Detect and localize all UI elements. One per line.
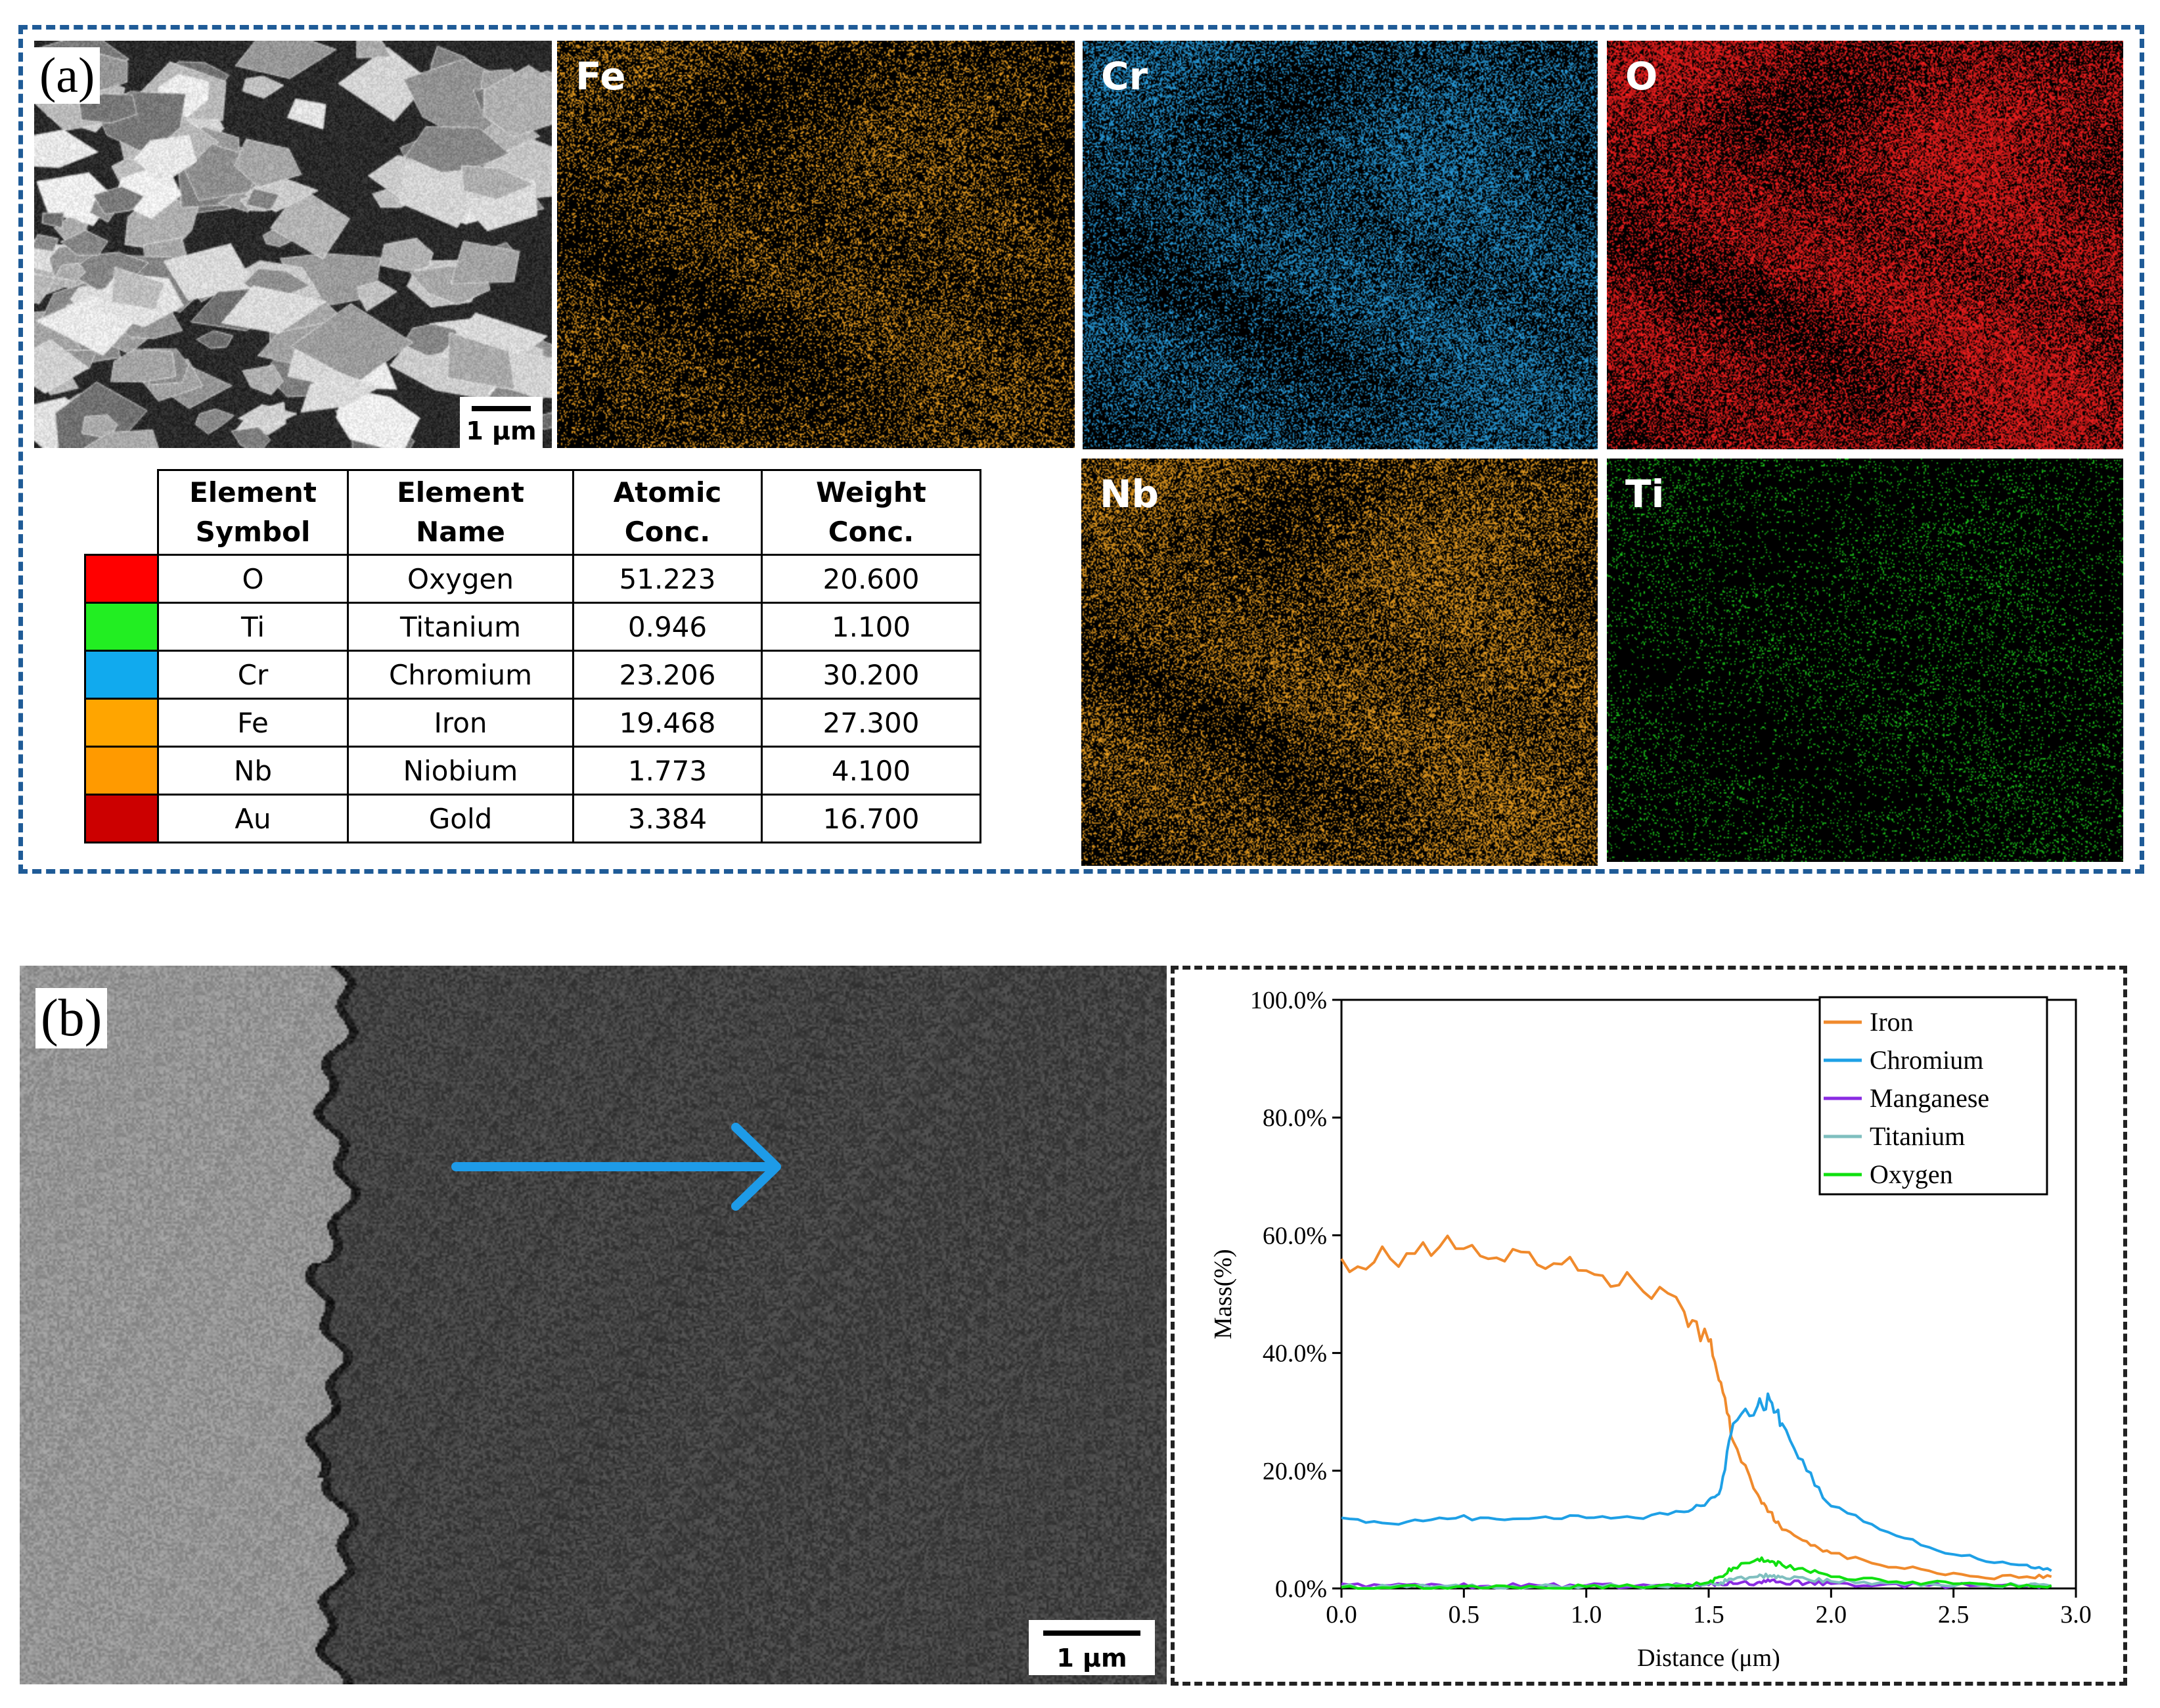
scale-bar-a: 1 μm bbox=[460, 397, 543, 448]
element-map-ti-label: Ti bbox=[1625, 472, 1665, 516]
cell-name: Niobium bbox=[347, 746, 574, 796]
cell-weight: 1.100 bbox=[761, 602, 981, 652]
legend-label: Chromium bbox=[1870, 1045, 1983, 1075]
x-tick-label: 0.5 bbox=[1449, 1601, 1480, 1629]
cell-name: Gold bbox=[347, 794, 574, 843]
element-map-cr: Cr bbox=[1083, 41, 1598, 449]
table-header-row: Element Symbol Element Name Atomic Conc.… bbox=[85, 469, 981, 556]
element-map-fe: Fe bbox=[557, 41, 1075, 448]
panel-letter-a: (a) bbox=[34, 47, 101, 104]
cell-name: Chromium bbox=[347, 650, 574, 700]
x-tick-label: 1.0 bbox=[1571, 1601, 1602, 1629]
series-line-iron bbox=[1340, 1234, 2052, 1581]
line-scan-arrow bbox=[451, 1123, 781, 1211]
x-tick-label: 1.5 bbox=[1693, 1601, 1724, 1629]
series-line-oxygen bbox=[1341, 1556, 2052, 1590]
legend-label: Manganese bbox=[1870, 1083, 1989, 1113]
series-line-chromium bbox=[1341, 1392, 2052, 1572]
swatch-cell bbox=[84, 602, 159, 652]
cell-weight: 30.200 bbox=[761, 650, 981, 700]
table-row: Fe Iron 19.468 27.300 bbox=[84, 698, 981, 748]
cell-symbol: Nb bbox=[157, 746, 349, 796]
legend-label: Iron bbox=[1870, 1007, 1914, 1037]
y-tick-label: 60.0% bbox=[1263, 1222, 1327, 1249]
cell-atomic: 0.946 bbox=[572, 602, 763, 652]
cell-weight: 27.300 bbox=[761, 698, 981, 748]
element-map-nb-label: Nb bbox=[1100, 472, 1159, 516]
sem-micrograph-b: (b) 1 μm bbox=[20, 966, 1167, 1684]
cell-weight: 4.100 bbox=[761, 746, 981, 796]
cell-atomic: 51.223 bbox=[572, 554, 763, 604]
swatch-cell bbox=[84, 794, 159, 843]
cell-atomic: 19.468 bbox=[572, 698, 763, 748]
cell-name: Titanium bbox=[347, 602, 574, 652]
swatch-cell bbox=[84, 554, 159, 604]
cell-name: Iron bbox=[347, 698, 574, 748]
sem-micrograph-a: (a) 1 μm bbox=[34, 41, 552, 448]
cell-symbol: Cr bbox=[157, 650, 349, 700]
table-row: O Oxygen 51.223 20.600 bbox=[84, 554, 981, 604]
swatch-cell bbox=[84, 698, 159, 748]
element-map-cr-label: Cr bbox=[1101, 54, 1148, 99]
x-axis-label: Distance (μm) bbox=[1637, 1644, 1780, 1672]
cell-symbol: O bbox=[157, 554, 349, 604]
cell-atomic: 23.206 bbox=[572, 650, 763, 700]
element-map-nb: Nb bbox=[1081, 459, 1598, 866]
scale-bar-a-label: 1 μm bbox=[466, 416, 537, 445]
y-axis-label: Mass(%) bbox=[1209, 1249, 1237, 1339]
cell-symbol: Au bbox=[157, 794, 349, 843]
swatch-cell bbox=[84, 650, 159, 700]
element-map-ti: Ti bbox=[1607, 459, 2123, 862]
legend-label: Oxygen bbox=[1870, 1159, 1953, 1189]
element-map-o: O bbox=[1607, 41, 2123, 449]
cell-weight: 20.600 bbox=[761, 554, 981, 604]
table-row: Nb Niobium 1.773 4.100 bbox=[84, 746, 981, 796]
header-weight-conc: Weight Conc. bbox=[761, 469, 981, 556]
panel-letter-b: (b) bbox=[35, 988, 108, 1048]
cell-weight: 16.700 bbox=[761, 794, 981, 843]
panel-b-chart-frame bbox=[1171, 966, 2127, 1686]
cell-atomic: 1.773 bbox=[572, 746, 763, 796]
element-map-fe-label: Fe bbox=[575, 54, 626, 99]
x-tick-label: 0.0 bbox=[1326, 1601, 1357, 1629]
y-tick-label: 40.0% bbox=[1263, 1340, 1327, 1368]
header-element-name: Element Name bbox=[347, 469, 574, 556]
cell-symbol: Ti bbox=[157, 602, 349, 652]
element-map-o-label: O bbox=[1625, 54, 1658, 99]
y-tick-label: 0.0% bbox=[1275, 1575, 1327, 1603]
scale-bar-b: 1 μm bbox=[1029, 1620, 1155, 1675]
header-element-symbol: Element Symbol bbox=[157, 469, 349, 556]
y-tick-label: 100.0% bbox=[1250, 987, 1327, 1014]
x-tick-label: 3.0 bbox=[2060, 1601, 2092, 1629]
table-row: Au Gold 3.384 16.700 bbox=[84, 794, 981, 843]
table-row: Cr Chromium 23.206 30.200 bbox=[84, 650, 981, 700]
legend bbox=[1818, 996, 2048, 1196]
scale-bar-b-label: 1 μm bbox=[1056, 1644, 1127, 1673]
table-row: Ti Titanium 0.946 1.100 bbox=[84, 602, 981, 652]
element-composition-table: Element Symbol Element Name Atomic Conc.… bbox=[84, 469, 981, 843]
legend-label: Titanium bbox=[1870, 1121, 1965, 1151]
y-tick-label: 20.0% bbox=[1263, 1458, 1327, 1485]
x-tick-label: 2.0 bbox=[1816, 1601, 1847, 1629]
cell-name: Oxygen bbox=[347, 554, 574, 604]
cell-symbol: Fe bbox=[157, 698, 349, 748]
cell-atomic: 3.384 bbox=[572, 794, 763, 843]
header-atomic-conc: Atomic Conc. bbox=[572, 469, 763, 556]
mass-distance-line-chart: 0.0 0.5 1.0 1.5 2.0 2.5 3.0 0.0% 20.0% 40.0% 60.0%… bbox=[1209, 987, 2092, 1672]
x-tick-label: 2.5 bbox=[1938, 1601, 1969, 1629]
y-tick-label: 80.0% bbox=[1263, 1104, 1327, 1132]
panel-a-frame bbox=[18, 25, 2144, 874]
swatch-cell bbox=[84, 746, 159, 796]
